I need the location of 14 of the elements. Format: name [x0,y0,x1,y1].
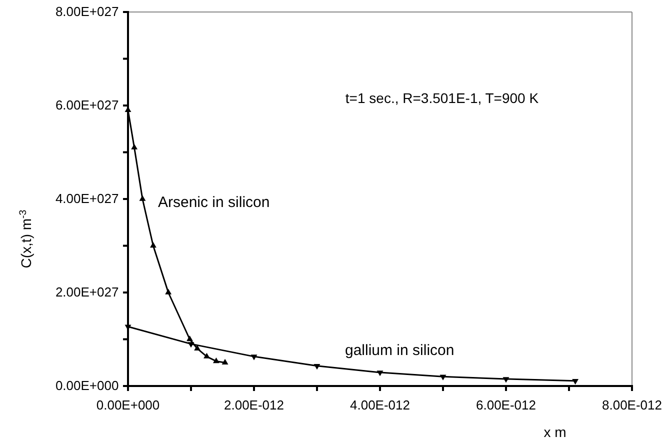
x-tick-label: 0.00E+000 [96,398,160,413]
annotation: t=1 sec., R=3.501E-1, T=900 K [345,90,540,106]
x-tick-label: 4.00E-012 [350,398,410,413]
y-tick-label: 6.00E+027 [55,98,119,113]
y-tick-label: 0.00E+000 [55,378,119,394]
x-tick-label: 8.00E-012 [602,398,662,413]
x-tick-label: 2.00E-012 [224,398,284,413]
x-tick-label: 6.00E-012 [476,398,536,413]
series-label: Arsenic in silicon [158,194,270,211]
series-label: gallium in silicon [345,342,454,359]
y-tick-label: 8.00E+027 [55,4,119,20]
y-tick-label: 4.00E+027 [55,191,119,206]
x-axis-title: x m [544,424,566,440]
y-tick-label: 2.00E+027 [55,284,119,300]
